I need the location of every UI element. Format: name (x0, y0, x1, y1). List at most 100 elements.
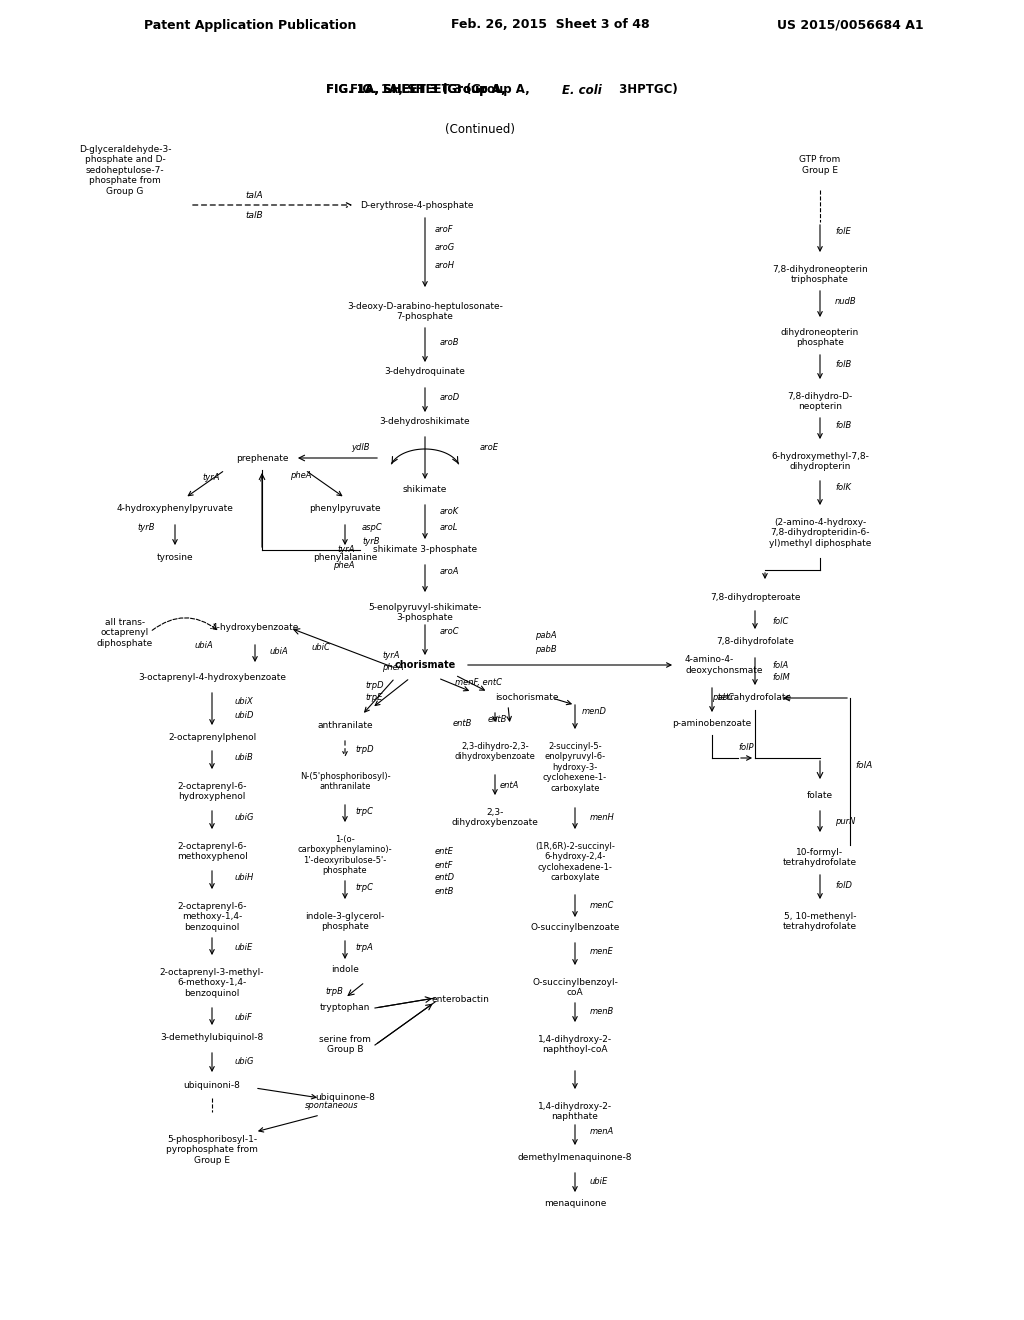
Text: FIG. 1A, SHEET 3 (Group A,: FIG. 1A, SHEET 3 (Group A, (326, 83, 510, 96)
FancyArrowPatch shape (173, 525, 177, 544)
Text: 4-hydroxyphenylpyruvate: 4-hydroxyphenylpyruvate (117, 503, 233, 512)
Text: shikimate: shikimate (402, 486, 447, 495)
Text: menaquinone: menaquinone (544, 1199, 606, 1208)
Text: 3-deoxy-D-arabino-heptulosonate-
7-phosphate: 3-deoxy-D-arabino-heptulosonate- 7-phosp… (347, 302, 503, 321)
Text: GTP from
Group E: GTP from Group E (800, 156, 841, 174)
Text: entE: entE (435, 847, 454, 857)
Text: 2-octaprenyl-6-
methoxy-1,4-
benzoquinol: 2-octaprenyl-6- methoxy-1,4- benzoquinol (177, 902, 247, 932)
Text: pabA: pabA (535, 631, 557, 639)
Text: trpB: trpB (325, 987, 343, 997)
FancyArrowPatch shape (572, 895, 578, 916)
Text: 10-formyl-
tetrahydrofolate: 10-formyl- tetrahydrofolate (783, 847, 857, 867)
Text: ubiA: ubiA (195, 640, 214, 649)
Text: 7,8-dihydrofolate: 7,8-dihydrofolate (716, 638, 794, 647)
Text: entF: entF (435, 861, 454, 870)
Text: 3-dehydroquinate: 3-dehydroquinate (385, 367, 466, 376)
FancyArrowPatch shape (763, 573, 767, 578)
Text: ubiE: ubiE (234, 944, 253, 953)
Text: 4-amino-4-
deoxychonsmate: 4-amino-4- deoxychonsmate (685, 655, 763, 675)
FancyArrowPatch shape (818, 290, 822, 315)
Text: ubiC: ubiC (312, 644, 331, 652)
FancyArrowPatch shape (468, 663, 671, 667)
Text: ubiG: ubiG (234, 1057, 255, 1067)
Text: 1,4-dihydroxy-2-
naphthoyl-coA: 1,4-dihydroxy-2- naphthoyl-coA (538, 1035, 612, 1055)
Text: folM: folM (772, 673, 790, 682)
Text: 2,3-
dihydroxybenzoate: 2,3- dihydroxybenzoate (452, 808, 539, 828)
FancyArrowPatch shape (423, 327, 427, 360)
FancyArrowPatch shape (458, 676, 484, 690)
Text: ubiE: ubiE (590, 1177, 608, 1187)
Text: ubiF: ubiF (234, 1014, 253, 1023)
Text: phenylpyruvate: phenylpyruvate (309, 503, 381, 512)
Text: aroE: aroE (480, 444, 499, 453)
Text: tyrA: tyrA (382, 651, 399, 660)
FancyArrowPatch shape (818, 875, 822, 898)
Text: folE: folE (835, 227, 851, 236)
Text: pheA: pheA (382, 664, 403, 672)
FancyArrowPatch shape (493, 775, 498, 795)
FancyArrowPatch shape (343, 805, 347, 821)
Text: 6-hydroxymethyl-7,8-
dihydropterin: 6-hydroxymethyl-7,8- dihydropterin (771, 451, 869, 471)
FancyArrowPatch shape (210, 751, 214, 768)
Text: menF, entC: menF, entC (455, 677, 502, 686)
FancyArrowPatch shape (572, 1071, 578, 1088)
FancyArrowPatch shape (259, 1115, 317, 1133)
Text: 7,8-dihydro-D-
neopterin: 7,8-dihydro-D- neopterin (787, 392, 853, 412)
Text: folD: folD (835, 880, 852, 890)
FancyArrowPatch shape (740, 756, 751, 760)
FancyArrowPatch shape (572, 1172, 578, 1191)
Text: tetrahydrofolate: tetrahydrofolate (718, 693, 792, 702)
Text: menA: menA (590, 1127, 614, 1137)
Text: ubiA: ubiA (270, 648, 289, 656)
Text: indole: indole (331, 965, 359, 974)
Text: US 2015/0056684 A1: US 2015/0056684 A1 (776, 18, 924, 32)
FancyArrowPatch shape (493, 713, 498, 721)
Text: (Continued): (Continued) (445, 124, 515, 136)
FancyArrowPatch shape (572, 1003, 578, 1020)
FancyArrowPatch shape (753, 611, 757, 628)
Text: trpD: trpD (365, 681, 384, 689)
Text: aroD: aroD (440, 393, 460, 403)
FancyArrowPatch shape (258, 1089, 316, 1100)
Text: 3HPTGC): 3HPTGC) (615, 83, 678, 96)
Text: aroG: aroG (435, 243, 456, 252)
Text: aroB: aroB (440, 338, 460, 347)
Text: aspC: aspC (362, 524, 383, 532)
FancyArrowPatch shape (423, 218, 427, 286)
Text: folA: folA (772, 660, 788, 669)
Text: O-succinylbenzoate: O-succinylbenzoate (530, 924, 620, 932)
FancyArrowPatch shape (818, 417, 822, 438)
Text: pabC: pabC (712, 693, 734, 702)
Text: pabB: pabB (535, 645, 557, 655)
Text: folB: folB (835, 360, 851, 370)
FancyArrowPatch shape (343, 525, 347, 544)
Text: 2-octaprenyl-3-methyl-
6-methoxy-1,4-
benzoquinol: 2-octaprenyl-3-methyl- 6-methoxy-1,4- be… (160, 968, 264, 998)
Text: folA: folA (855, 760, 872, 770)
Text: aroC: aroC (440, 627, 460, 636)
Text: menD: menD (582, 708, 607, 717)
Text: trpC: trpC (355, 808, 373, 817)
Text: ubiquinone-8: ubiquinone-8 (315, 1093, 375, 1102)
FancyArrowPatch shape (572, 942, 578, 964)
Text: folB: folB (835, 421, 851, 429)
Text: tyrB: tyrB (362, 536, 380, 545)
Text: D-erythrose-4-phosphate: D-erythrose-4-phosphate (360, 201, 473, 210)
FancyArrowPatch shape (210, 871, 214, 888)
Text: trpD: trpD (355, 746, 374, 755)
Text: 2-octaprenylphenol: 2-octaprenylphenol (168, 733, 256, 742)
FancyArrowPatch shape (210, 1007, 214, 1024)
Text: pheA: pheA (290, 470, 311, 479)
Text: tyrA: tyrA (203, 474, 220, 483)
Text: talB: talB (245, 210, 262, 219)
Text: FIG. 1A, SHEET 3 (Group A,: FIG. 1A, SHEET 3 (Group A, (350, 83, 534, 96)
Text: /: / (260, 474, 263, 483)
FancyArrowPatch shape (818, 224, 822, 251)
Text: ydlB: ydlB (351, 444, 370, 453)
Text: aroF: aroF (435, 226, 454, 235)
Text: 7,8-dihydroneopterin
triphosphate: 7,8-dihydroneopterin triphosphate (772, 265, 868, 284)
FancyArrowPatch shape (710, 688, 714, 711)
Text: entD: entD (435, 874, 455, 883)
Text: 2-octaprenyl-6-
methoxyphenol: 2-octaprenyl-6- methoxyphenol (176, 842, 248, 862)
FancyArrowPatch shape (818, 810, 822, 832)
Text: O-succinylbenzoyl-
coA: O-succinylbenzoyl- coA (532, 978, 617, 998)
